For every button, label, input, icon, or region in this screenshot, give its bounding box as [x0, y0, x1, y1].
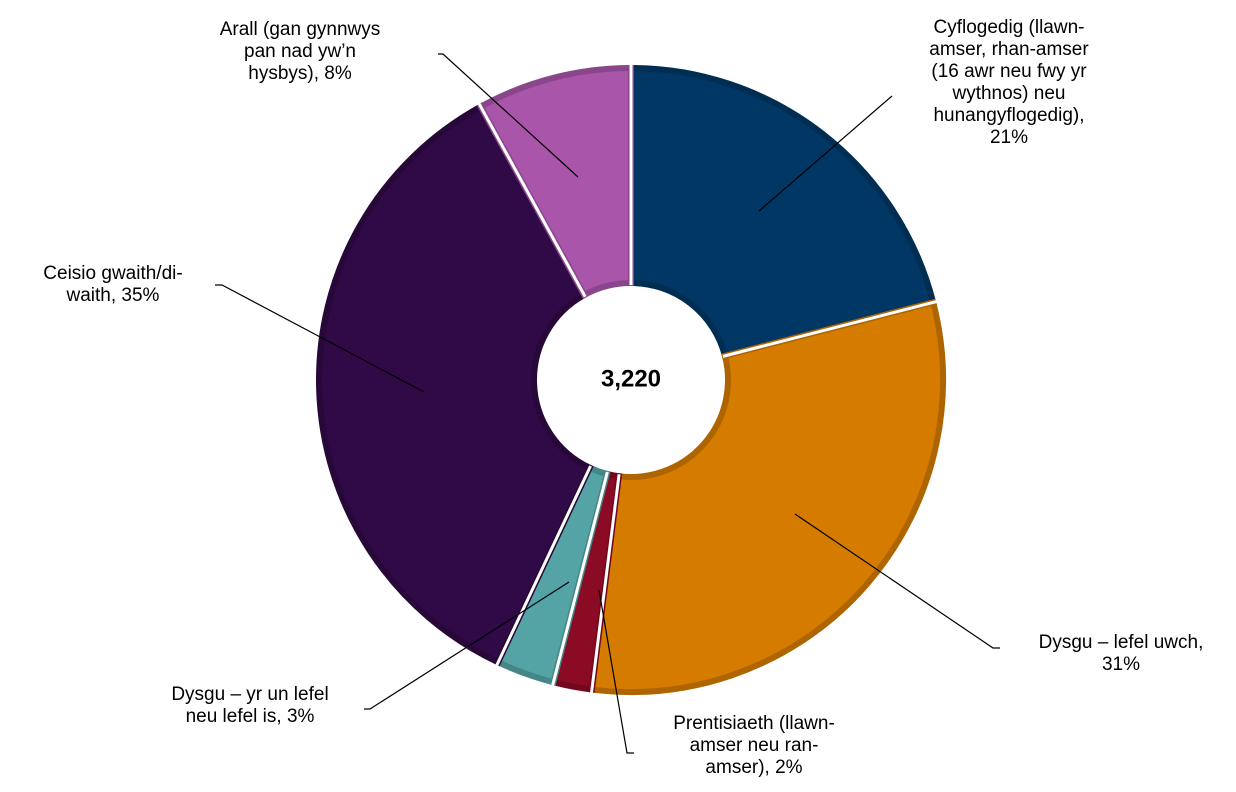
data-label-line: waith, 35% — [66, 285, 160, 306]
slice-separator — [589, 474, 621, 694]
data-labels-layer: Cyflogedig (llawn-amser, rhan-amser (16 a… — [43, 17, 1203, 778]
slice-separator — [495, 465, 592, 667]
leader-line-arall-gan-gynnwys-pan-nad-yw-n-hysbys — [438, 53, 579, 178]
data-label-cyflogedig-llawn-amser-rhan-amser-16-awr: Cyflogedig (llawn-amser, rhan-amser (16 a… — [929, 17, 1089, 148]
leader-lines-layer — [215, 53, 1000, 754]
data-label-line: 21% — [990, 127, 1028, 148]
slice-cyflogedig-llawn-amser-rhan-amser-16-awr — [628, 64, 937, 360]
slice-dysgu-lefel-uwch — [588, 298, 946, 695]
data-label-line: wythnos) neu — [951, 83, 1065, 104]
data-label-line: (16 awr neu fwy yr — [931, 61, 1087, 82]
data-label-line: neu lefel is, 3% — [186, 706, 315, 727]
data-label-line: pan nad yw’n — [244, 41, 356, 62]
data-label-line: Arall (gan gynnwys — [220, 19, 381, 40]
data-label-line: 31% — [1102, 654, 1140, 675]
data-label-line: amser neu ran- — [690, 735, 819, 756]
data-label-ceisio-gwaith-di-waith: Ceisio gwaith/di-waith, 35% — [43, 263, 182, 306]
data-label-dysgu-yr-un-lefel-neu-lefel-is: Dysgu – yr un lefel neu lefel is, 3% — [171, 684, 328, 727]
data-label-arall-gan-gynnwys-pan-nad-yw-n-hysbys: Arall (gan gynnwys pan nad yw’n hysbys), 8… — [220, 19, 381, 84]
data-label-line: Prentisiaeth (llawn- — [673, 713, 835, 734]
slice-separator — [477, 102, 587, 298]
leader-line-dysgu-yr-un-lefel-neu-lefel-is — [364, 581, 570, 710]
data-label-line: Dysgu – yr un lefel — [171, 684, 328, 705]
data-label-line: amser), 2% — [705, 757, 802, 778]
slice-arall-gan-gynnwys-pan-nad-yw-n-hysbys — [476, 64, 634, 300]
data-label-prentisiaeth-llawn-amser-neu-ran-amser: Prentisiaeth (llawn-amser neu ran-amser)… — [673, 713, 835, 778]
leader-line-ceisio-gwaith-di-waith — [215, 284, 425, 393]
data-label-line: Ceisio gwaith/di- — [43, 263, 182, 284]
slices-layer — [316, 64, 946, 695]
data-label-line: amser, rhan-amser — [929, 39, 1089, 60]
data-label-line: hunangyflogedig), — [933, 105, 1084, 126]
slice-separator — [550, 471, 609, 687]
leader-line-dysgu-lefel-uwch — [794, 513, 1000, 649]
data-label-line: Cyflogedig (llawn- — [933, 17, 1084, 38]
leader-line-cyflogedig-llawn-amser-rhan-amser-16-awr — [758, 95, 893, 212]
data-label-dysgu-lefel-uwch: Dysgu – lefel uwch, 31% — [1039, 632, 1204, 675]
data-label-line: Dysgu – lefel uwch, — [1039, 632, 1204, 653]
data-label-line: hysbys), 8% — [248, 63, 352, 84]
center-total-label: 3,220 — [601, 365, 661, 392]
leader-line-prentisiaeth-llawn-amser-neu-ran-amser — [598, 589, 634, 754]
slice-separator — [722, 299, 938, 358]
slice-ceisio-gwaith-di-waith — [316, 102, 594, 667]
